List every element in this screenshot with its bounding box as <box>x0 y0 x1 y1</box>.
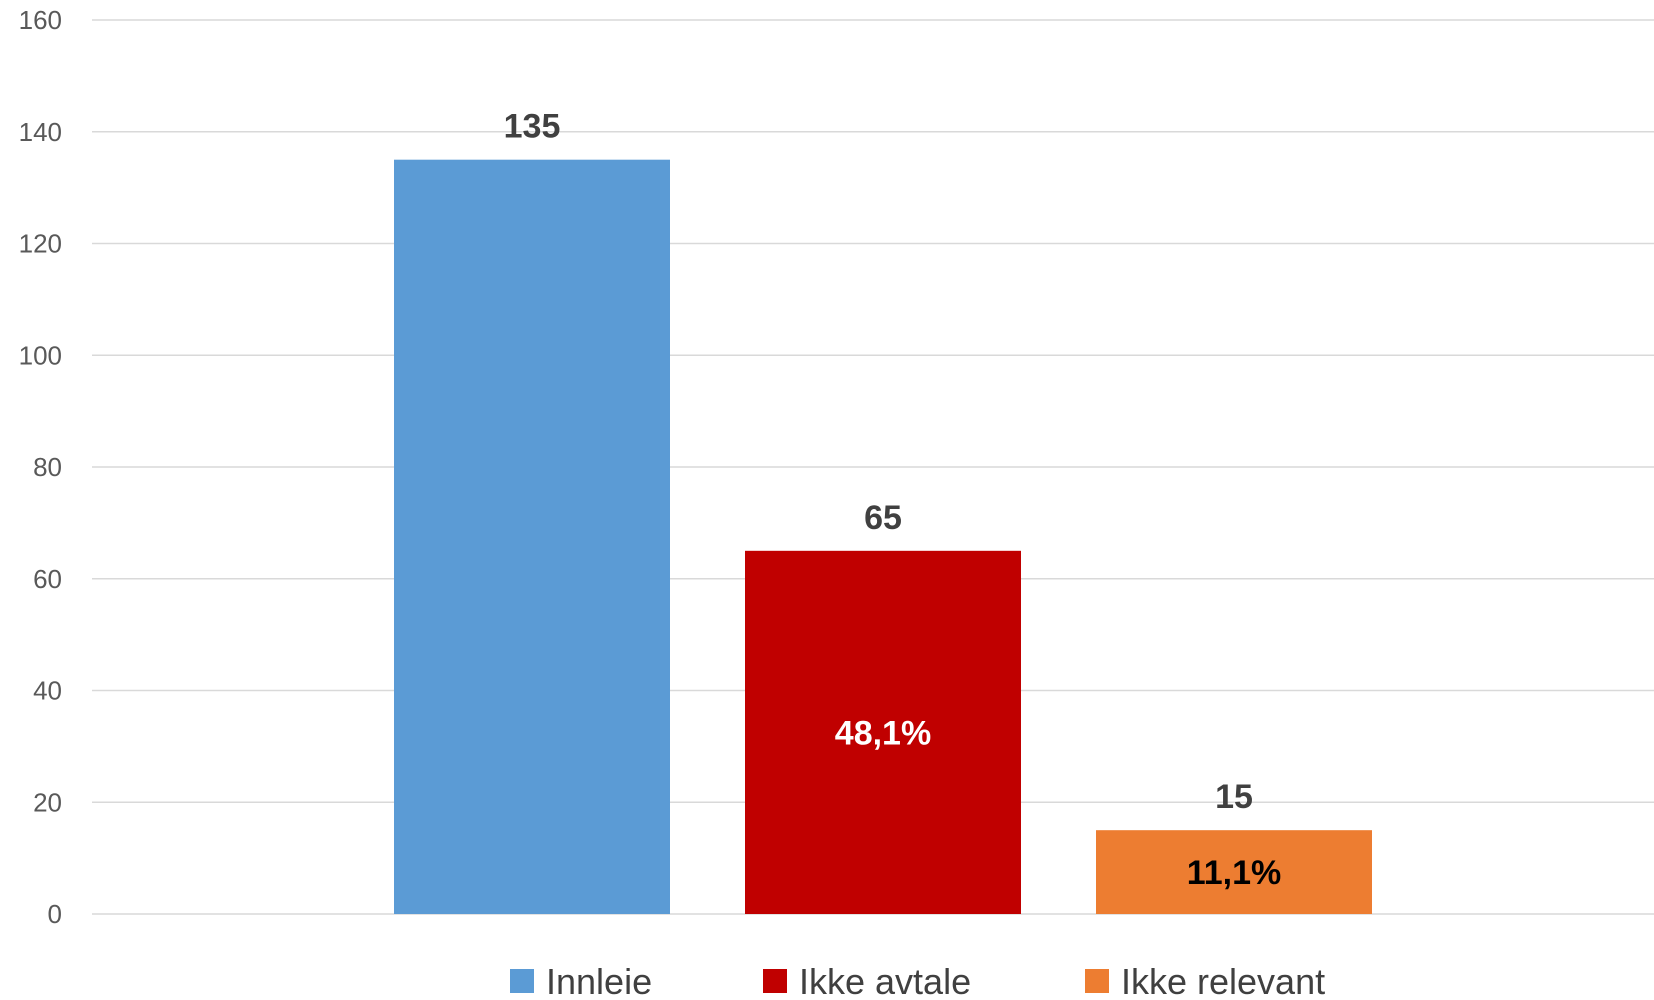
y-tick-label: 20 <box>33 787 62 817</box>
y-tick-label: 160 <box>19 5 62 35</box>
bar-value-label: 15 <box>1215 778 1253 816</box>
y-tick-label: 60 <box>33 564 62 594</box>
y-tick-label: 80 <box>33 452 62 482</box>
y-tick-label: 140 <box>19 117 62 147</box>
y-tick-label: 120 <box>19 229 62 259</box>
gridlines <box>92 19 1654 915</box>
y-axis-tick-labels: 0 20 40 60 80 100 120 140 160 <box>19 5 62 929</box>
bar-innleie <box>394 159 670 914</box>
data-labels: 135 65 48,1% 15 11,1% <box>504 108 1282 892</box>
legend-item-ikke-relevant: Ikke relevant <box>1085 961 1325 1000</box>
legend-item-ikke-avtale: Ikke avtale <box>763 961 971 1000</box>
bar-value-label: 135 <box>504 108 561 146</box>
bar-value-label: 65 <box>864 499 902 537</box>
legend-swatch <box>510 969 534 993</box>
legend-swatch <box>763 969 787 993</box>
y-tick-label: 100 <box>19 340 62 370</box>
legend-swatch <box>1085 969 1109 993</box>
legend-label: Ikke relevant <box>1121 961 1325 1000</box>
bar-ikke-relevant <box>1096 830 1372 914</box>
bars <box>394 159 1372 914</box>
bar-percent-label: 11,1% <box>1187 854 1282 892</box>
y-tick-label: 40 <box>33 676 62 706</box>
bar-ikke-avtale <box>745 550 1021 914</box>
legend-label: Ikke avtale <box>799 961 971 1000</box>
y-tick-label: 0 <box>48 899 62 929</box>
legend-label: Innleie <box>546 961 652 1000</box>
legend-item-innleie: Innleie <box>510 961 652 1000</box>
legend: Innleie Ikke avtale Ikke relevant <box>510 961 1325 1000</box>
bar-percent-label: 48,1% <box>835 714 931 752</box>
